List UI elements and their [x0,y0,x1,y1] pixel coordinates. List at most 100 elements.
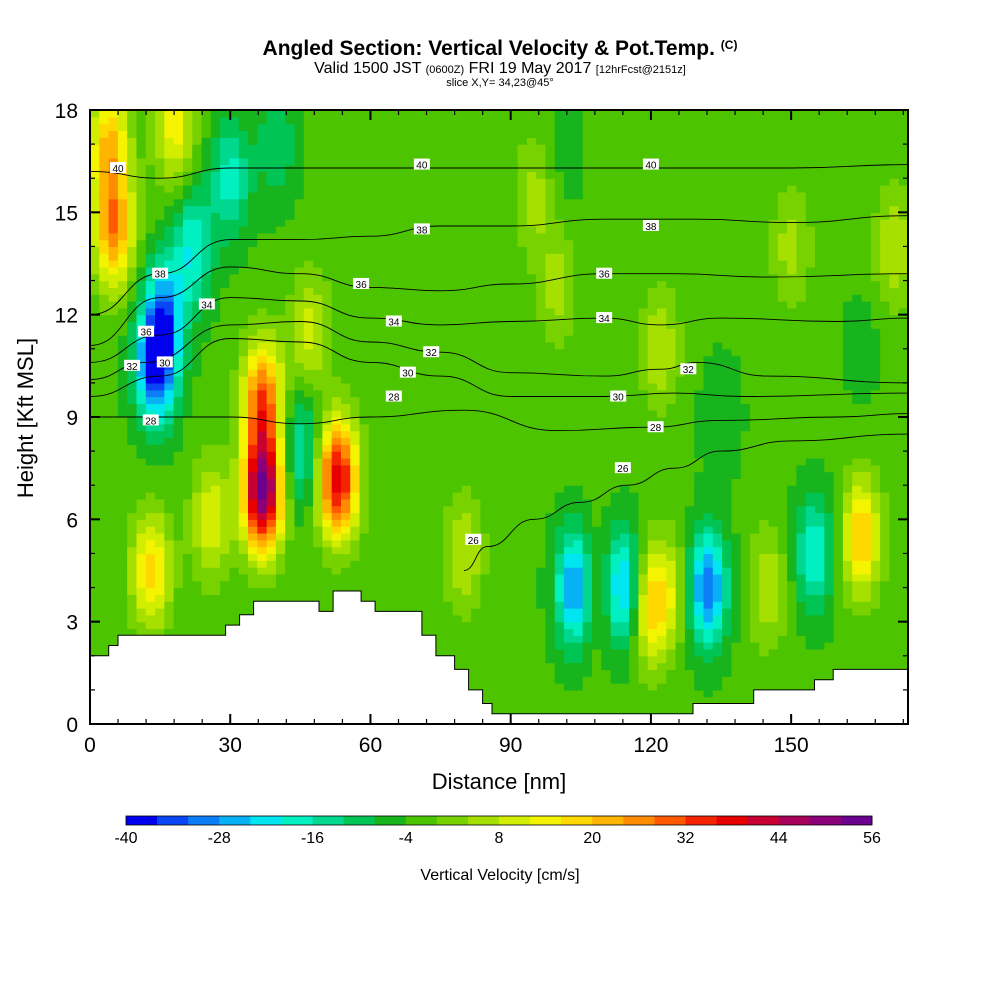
velocity-cell [248,321,258,329]
velocity-cell [461,376,472,384]
velocity-cell [582,144,593,152]
velocity-cell [517,260,528,268]
velocity-cell [536,457,547,466]
velocity-cell [275,512,286,520]
velocity-cell [564,314,574,323]
velocity-cell [452,225,463,234]
velocity-cell [452,273,463,282]
velocity-cell [443,110,454,118]
velocity-cell [471,655,482,664]
velocity-cell [108,457,119,466]
velocity-cell [368,560,379,568]
velocity-cell [108,423,119,432]
velocity-cell [238,512,249,520]
velocity-cell [499,532,509,541]
chart-title: Angled Section: Vertical Velocity & Pot.… [262,37,738,60]
velocity-cell [359,376,370,384]
velocity-cell [387,178,398,186]
velocity-cell [331,389,342,398]
velocity-cell [192,130,203,138]
velocity-cell [220,123,231,132]
velocity-cell [582,492,593,500]
velocity-cell [517,580,528,589]
velocity-cell [127,567,138,575]
velocity-cell [155,389,165,398]
velocity-cell [601,519,612,527]
velocity-cell [285,116,296,125]
velocity-cell [591,307,602,316]
velocity-cell [536,553,547,561]
velocity-cell [591,635,602,643]
velocity-cell [136,423,147,432]
velocity-cell [275,560,286,568]
velocity-cell [489,396,500,404]
velocity-cell [220,417,231,425]
velocity-cell [266,266,277,275]
velocity-cell [248,150,258,159]
velocity-cell [192,389,203,398]
velocity-cell [471,662,482,671]
velocity-cell [415,198,426,207]
velocity-cell [331,273,342,282]
velocity-cell [471,648,482,657]
velocity-cell [257,560,268,568]
velocity-cell [182,614,193,623]
velocity-cell [499,369,509,377]
velocity-cell [275,369,286,377]
velocity-cell [303,430,314,439]
velocity-cell [155,253,165,261]
velocity-cell [201,116,212,125]
velocity-cell [238,457,249,466]
velocity-cell [424,369,435,377]
velocity-cell [155,403,165,411]
velocity-cell [173,171,184,179]
velocity-cell [136,219,147,227]
velocity-cell [471,492,482,500]
velocity-cell [591,246,602,254]
velocity-cell [582,417,593,425]
velocity-cell [471,621,482,630]
velocity-cell [378,225,389,234]
velocity-cell [415,430,426,439]
velocity-cell [517,253,528,261]
velocity-cell [424,212,435,220]
velocity-cell [536,273,547,282]
velocity-cell [489,225,500,234]
velocity-cell [322,410,333,418]
velocity-cell [424,328,435,336]
velocity-cell [173,191,184,200]
velocity-cell [210,137,221,145]
velocity-cell [192,260,203,268]
velocity-cell [554,587,565,595]
velocity-cell [517,430,528,439]
velocity-cell [601,580,612,589]
velocity-cell [229,362,240,370]
velocity-cell [554,689,565,698]
velocity-cell [554,478,565,486]
velocity-cell [368,553,379,561]
velocity-cell [117,301,128,309]
velocity-cell [238,369,249,377]
velocity-cell [433,246,444,254]
velocity-cell [601,457,612,466]
velocity-cell [145,266,156,275]
velocity-cell [582,573,593,582]
velocity-cell [433,239,444,248]
velocity-cell [331,567,342,575]
velocity-cell [229,232,240,241]
velocity-cell [582,410,593,418]
velocity-cell [90,130,100,138]
velocity-cell [526,144,537,152]
velocity-cell [443,546,454,555]
velocity-cell [582,123,593,132]
velocity-cell [489,553,500,561]
velocity-cell [201,369,212,377]
velocity-cell [155,205,165,213]
velocity-cell [471,471,482,479]
velocity-cell [145,321,156,329]
velocity-cell [480,355,491,364]
velocity-cell [396,464,407,473]
velocity-cell [480,689,491,698]
velocity-cell [285,451,296,459]
velocity-cell [201,505,212,514]
